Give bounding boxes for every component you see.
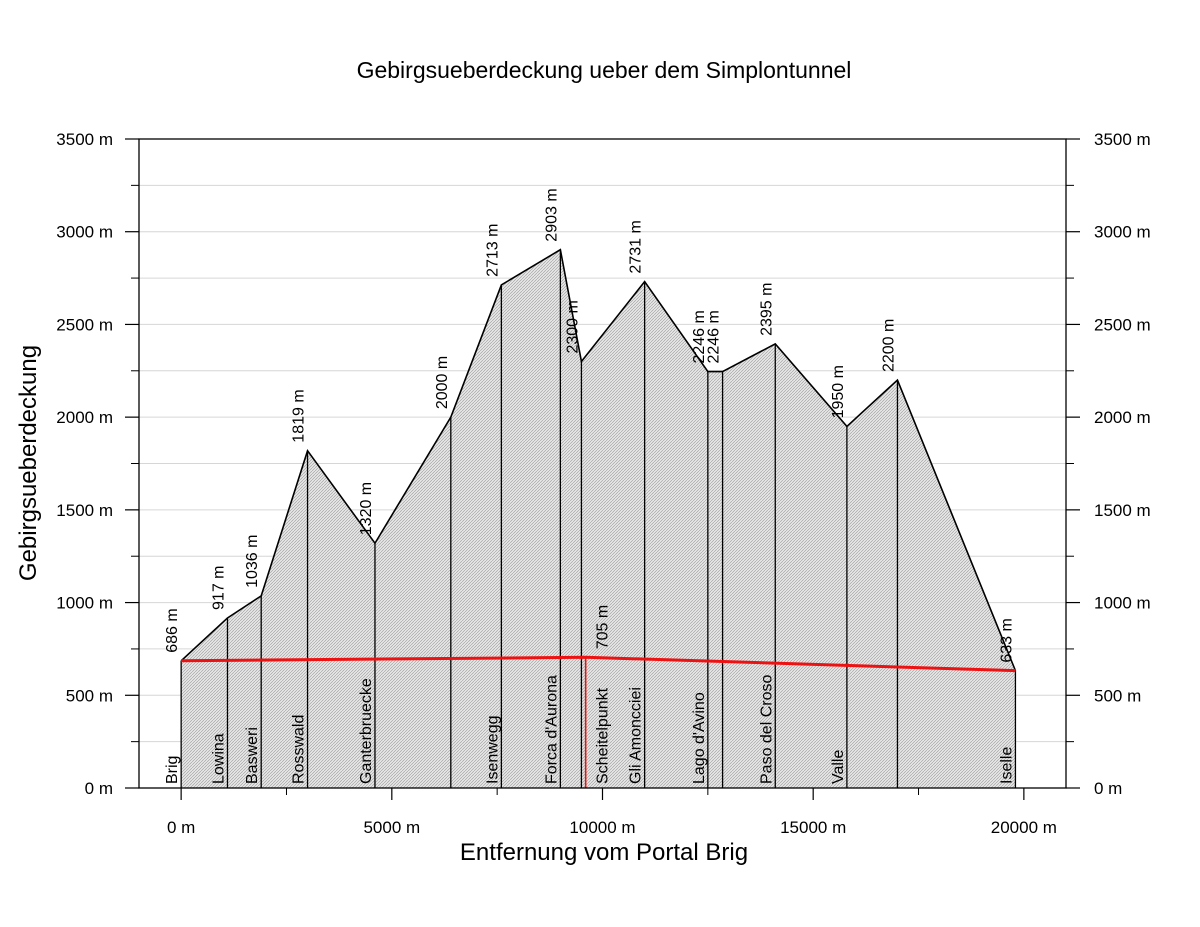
x-tick-label: 10000 m [569, 818, 635, 837]
y-tick-label-right: 3500 m [1094, 130, 1151, 149]
place-label: Iselle [998, 747, 1015, 784]
elevation-label: 2246 m [706, 310, 723, 363]
elevation-label: 633 m [998, 618, 1015, 662]
tunnel-line [181, 655, 1016, 788]
place-label: Gli Amoncciei [628, 687, 645, 784]
summit-label: Scheitelpunkt [595, 687, 612, 784]
summit-elevation-label: 705 m [595, 605, 612, 649]
elevation-label: 2200 m [880, 319, 897, 372]
elevation-label: 2395 m [758, 283, 775, 336]
y-tick-label-left: 2000 m [56, 408, 113, 427]
y-axis-title: Gebirgsueberdeckung [15, 345, 42, 581]
y-tick-label-left: 2500 m [56, 315, 113, 334]
elevation-label: 2713 m [484, 224, 501, 277]
y-tick-label-left: 0 m [85, 779, 113, 798]
y-tick-label-left: 500 m [66, 686, 113, 705]
y-tick-label-right: 3000 m [1094, 223, 1151, 242]
elevation-label: 2300 m [564, 300, 581, 353]
elevation-label: 1320 m [358, 482, 375, 535]
x-tick-label: 0 m [167, 818, 195, 837]
y-tick-label-right: 0 m [1094, 779, 1122, 798]
elevation-label: 1819 m [291, 389, 308, 442]
elevation-label: 2000 m [434, 356, 451, 409]
y-tick-label-left: 3000 m [56, 223, 113, 242]
y-tick-label-right: 2500 m [1094, 315, 1151, 334]
elevation-label: 686 m [164, 608, 181, 652]
place-label: Paso del Croso [758, 675, 775, 784]
point-labels: 686 m Brig 917 m Lowina 1036 m Basweri 1819 m R… [164, 188, 1015, 784]
elevation-label: 2246 m [691, 310, 708, 363]
y-tick-label-left: 3500 m [56, 130, 113, 149]
place-label: Basweri [244, 727, 261, 784]
place-label: Valle [830, 750, 847, 784]
profile-drop-lines [180, 249, 1017, 788]
profile-line [180, 248, 1017, 671]
y-tick-label-right: 500 m [1094, 686, 1141, 705]
axes: 0 m 0 m 500 m 500 m 1000 m 1000 m 1500 m 1500 m… [56, 130, 1150, 837]
y-tick-label-left: 1500 m [56, 501, 113, 520]
place-label: Lowina [210, 733, 227, 784]
place-label: Forca d'Aurona [543, 675, 560, 784]
x-axis-title: Entfernung vom Portal Brig [460, 839, 748, 866]
elevation-label: 1950 m [830, 365, 847, 418]
y-tick-label-left: 1000 m [56, 594, 113, 613]
x-tick-label: 5000 m [363, 818, 420, 837]
x-tick-label: 20000 m [991, 818, 1057, 837]
place-label: Rosswald [291, 715, 308, 784]
y-tick-label-right: 2000 m [1094, 408, 1151, 427]
profile-area [180, 248, 1017, 788]
y-tick-label-right: 1500 m [1094, 501, 1151, 520]
elevation-label: 917 m [210, 565, 227, 609]
elevation-label: 1036 m [244, 535, 261, 588]
place-label: Brig [164, 756, 181, 784]
y-tick-label-right: 1000 m [1094, 594, 1151, 613]
chart-title: Gebirgsueberdeckung ueber dem Simplontun… [357, 57, 852, 83]
profile-fill [181, 249, 1016, 788]
place-label: Lago d'Avino [691, 692, 708, 784]
elevation-label: 2903 m [543, 188, 560, 241]
elevation-label: 2731 m [628, 220, 645, 273]
place-label: Isenwegg [484, 716, 501, 785]
x-tick-label: 15000 m [780, 818, 846, 837]
place-label: Ganterbruecke [358, 678, 375, 784]
